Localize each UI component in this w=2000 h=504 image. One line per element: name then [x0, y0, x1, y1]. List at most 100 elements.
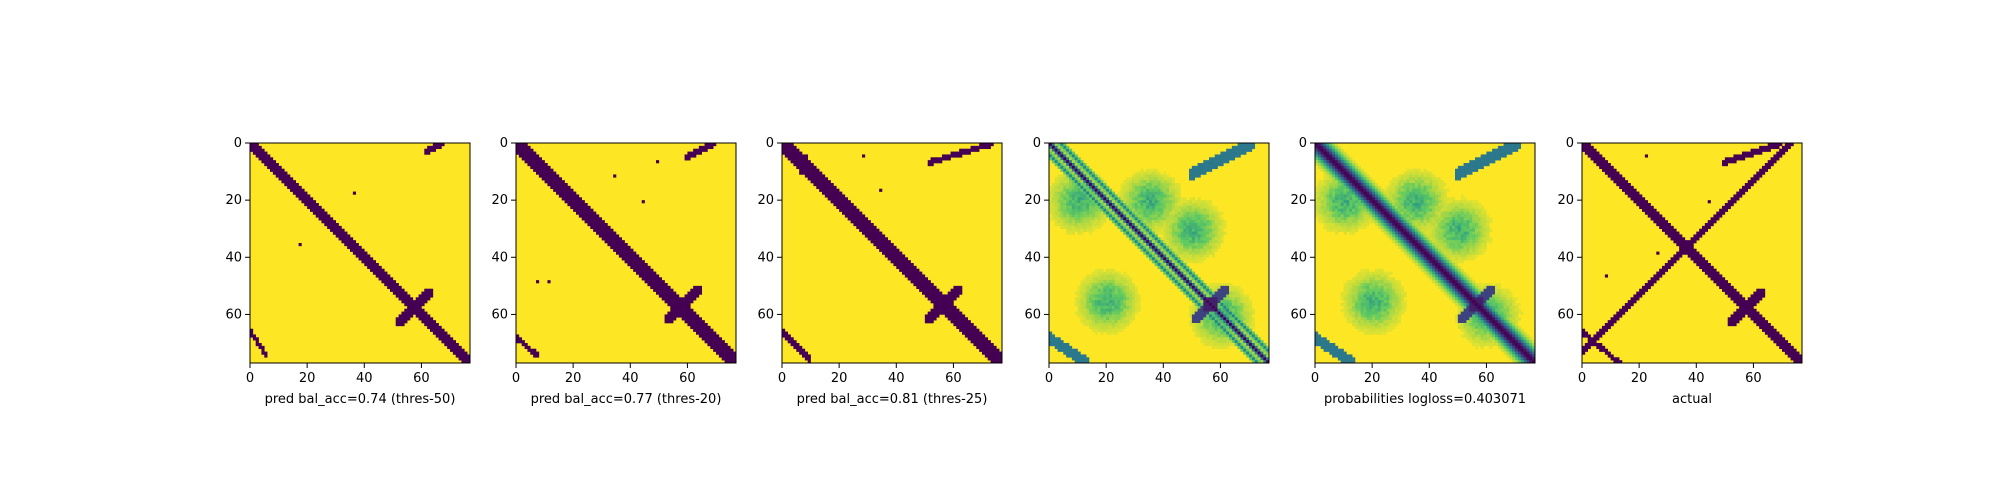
heatmap-cell [1232, 292, 1235, 295]
heatmap-cell [971, 323, 974, 326]
heatmap-cell [1238, 149, 1241, 152]
heatmap-cell [1160, 257, 1163, 260]
heatmap-cell [1203, 326, 1206, 329]
heatmap-cell [1186, 277, 1189, 280]
heatmap-cell [410, 300, 413, 303]
heatmap-cell [1138, 237, 1141, 240]
heatmap-cell [707, 332, 710, 335]
heatmap-cell [1103, 272, 1106, 275]
heatmap-cell [267, 160, 270, 163]
heatmap-cell [1206, 294, 1209, 297]
heatmap-cell [1209, 292, 1212, 295]
heatmap-cell [542, 160, 545, 163]
heatmap-cell [667, 286, 670, 289]
heatmap-cell [1080, 306, 1083, 309]
heatmap-cell [1120, 309, 1123, 312]
heatmap-cell [1352, 166, 1355, 169]
heatmap-cell [313, 203, 316, 206]
heatmap-cell [882, 243, 885, 246]
heatmap-cell [1055, 186, 1058, 189]
heatmap-cell [1072, 217, 1075, 220]
heatmap-cell [953, 320, 956, 323]
heatmap-cell [1055, 152, 1058, 155]
heatmap-cell [1140, 189, 1143, 192]
heatmap-cell [1506, 149, 1509, 152]
heatmap-cell [1364, 174, 1367, 177]
heatmap-cell [1126, 317, 1129, 320]
heatmap-cell [1078, 214, 1081, 217]
heatmap-cell [1109, 300, 1112, 303]
heatmap-cell [1152, 180, 1155, 183]
heatmap-cell [730, 354, 733, 357]
heatmap-cell [556, 177, 559, 180]
heatmap-cell [951, 289, 954, 292]
heatmap-cell [573, 197, 576, 200]
heatmap-cell [816, 169, 819, 172]
heatmap-cell [1169, 183, 1172, 186]
heatmap-cell [1206, 200, 1209, 203]
heatmap-cell [851, 206, 854, 209]
heatmap-cell [1195, 277, 1198, 280]
heatmap-cell [1152, 260, 1155, 263]
heatmap-cell [1112, 332, 1115, 335]
heatmap-cell [1118, 226, 1121, 229]
heatmap-cell [1200, 217, 1203, 220]
heatmap-cell [1060, 197, 1063, 200]
heatmap-cell [1138, 226, 1141, 229]
heatmap-cell [831, 197, 834, 200]
heatmap-cell [290, 183, 293, 186]
heatmap-cell [1089, 326, 1092, 329]
heatmap-cell [1149, 220, 1152, 223]
heatmap-cell [1412, 183, 1415, 186]
heatmap-cell [1078, 197, 1081, 200]
heatmap-cell [1175, 257, 1178, 260]
heatmap-cell [316, 203, 319, 206]
heatmap-cell [1489, 160, 1492, 163]
heatmap-cell [1349, 169, 1352, 172]
heatmap-cell [1263, 349, 1266, 352]
heatmap-cell [1080, 217, 1083, 220]
heatmap-cell [427, 320, 430, 323]
heatmap-cell [908, 263, 911, 266]
heatmap-cell [1212, 232, 1215, 235]
heatmap-cell [1126, 303, 1129, 306]
heatmap-cell [1346, 160, 1349, 163]
heatmap-cell [1341, 154, 1344, 157]
heatmap-cell [1206, 229, 1209, 232]
heatmap-cell [1060, 149, 1063, 152]
heatmap-cell [1223, 317, 1226, 320]
heatmap-cell [1469, 163, 1472, 166]
heatmap-cell [1109, 200, 1112, 203]
heatmap-cell [1418, 186, 1421, 189]
heatmap-cell [876, 246, 879, 249]
heatmap-cell [670, 320, 673, 323]
heatmap-cell [1212, 212, 1215, 215]
y-tick-label: 20 [491, 193, 508, 208]
heatmap-cell [1186, 206, 1189, 209]
heatmap-cell [1404, 189, 1407, 192]
heatmap-cell [793, 160, 796, 163]
heatmap-cell [1098, 329, 1101, 332]
heatmap-cell [1498, 154, 1501, 157]
heatmap-cell [953, 154, 956, 157]
heatmap-cell [667, 320, 670, 323]
heatmap-cell [1229, 317, 1232, 320]
heatmap-cell [1075, 212, 1078, 215]
heatmap-cell [991, 357, 994, 360]
heatmap-cell [1249, 323, 1252, 326]
heatmap-cell [1223, 152, 1226, 155]
heatmap-cell [1058, 152, 1061, 155]
heatmap-cell [1364, 183, 1367, 186]
heatmap-cell [1203, 166, 1206, 169]
heatmap-cell [1198, 257, 1201, 260]
heatmap-cell [1169, 257, 1172, 260]
heatmap-cell [1058, 149, 1061, 152]
heatmap-cell [1192, 309, 1195, 312]
heatmap-cell [1332, 160, 1335, 163]
heatmap-cell [1192, 229, 1195, 232]
heatmap-cell [1389, 189, 1392, 192]
heatmap-cell [404, 309, 407, 312]
heatmap-cell [1169, 226, 1172, 229]
heatmap-cell [525, 160, 528, 163]
heatmap-cell [1100, 180, 1103, 183]
